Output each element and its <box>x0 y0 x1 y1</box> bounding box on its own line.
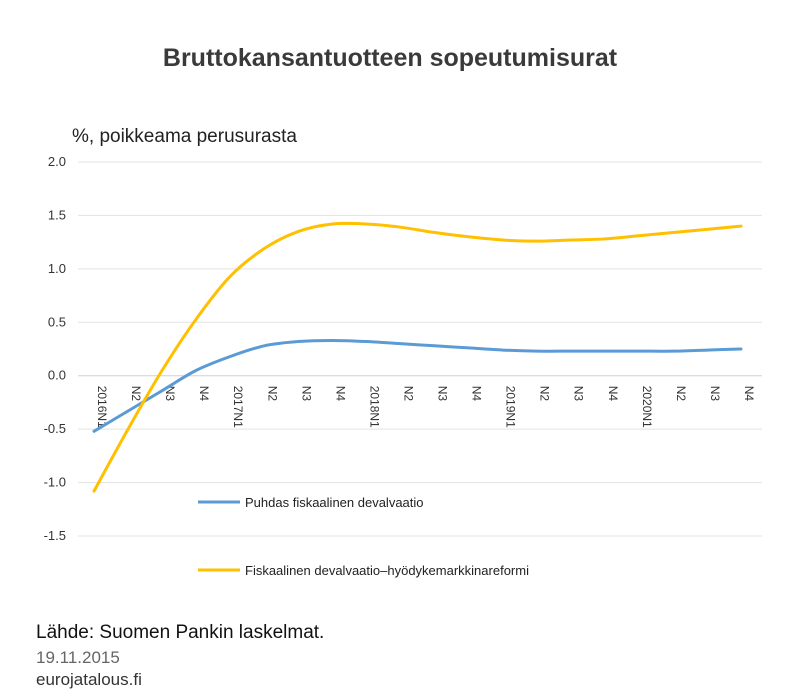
site-name: eurojatalous.fi <box>36 670 142 689</box>
x-tick-label: N4 <box>606 386 620 402</box>
chart-title: Bruttokansantuotteen sopeutumisurat <box>162 44 618 72</box>
y-tick-label: 1.5 <box>48 207 66 222</box>
x-tick-labels: 2016N1 N2 N3 N4 2017N1 N2 N3 N4 2018N1 N2 N3 N4 2019… <box>95 386 756 428</box>
series-line-reformi <box>92 221 743 493</box>
x-tick-label: N3 <box>572 386 586 402</box>
x-tick-label: N2 <box>401 386 415 402</box>
x-tick-label: 2018N1 <box>367 386 381 428</box>
x-tick-label: N4 <box>470 386 484 402</box>
grid-lines <box>78 161 762 537</box>
x-tick-label: 2019N1 <box>504 386 518 428</box>
x-tick-label: N3 <box>299 386 313 402</box>
y-tick-label: 0.5 <box>48 314 66 329</box>
y-tick-labels: -1.5 -1.0 -0.5 0.0 0.5 1.0 1.5 2.0 <box>44 154 66 543</box>
y-tick-label: 0.0 <box>48 368 66 383</box>
x-tick-label: N2 <box>129 386 143 402</box>
y-tick-label: 2.0 <box>48 154 66 169</box>
x-tick-label: N2 <box>674 386 688 402</box>
x-tick-label: N3 <box>436 386 450 402</box>
y-tick-label: -1.5 <box>44 528 66 543</box>
legend: Puhdas fiskaalinen devalvaatio Fiskaaline… <box>198 495 529 578</box>
x-tick-label: N4 <box>742 386 756 402</box>
x-tick-label: N4 <box>197 386 211 402</box>
legend-label: Puhdas fiskaalinen devalvaatio <box>245 495 424 510</box>
publish-date: 19.11.2015 <box>36 648 120 667</box>
source-note: Lähde: Suomen Pankin laskelmat. <box>36 622 325 643</box>
x-tick-label: 2016N1 <box>95 386 109 428</box>
legend-label: Fiskaalinen devalvaatio–hyödykemarkkinar… <box>245 563 529 578</box>
x-tick-label: N4 <box>333 386 347 402</box>
x-tick-label: N2 <box>538 386 552 402</box>
x-tick-label: 2020N1 <box>640 386 654 428</box>
y-axis-unit-label: %, poikkeama perusurasta <box>72 126 297 147</box>
series-lines <box>92 221 743 493</box>
y-tick-label: 1.0 <box>48 261 66 276</box>
x-tick-label: N2 <box>265 386 279 402</box>
y-tick-label: -0.5 <box>44 421 66 436</box>
x-tick-label: N3 <box>708 386 722 402</box>
y-tick-label: -1.0 <box>44 475 66 490</box>
x-tick-label: 2017N1 <box>231 386 245 428</box>
series-line-puhdas <box>92 338 743 433</box>
